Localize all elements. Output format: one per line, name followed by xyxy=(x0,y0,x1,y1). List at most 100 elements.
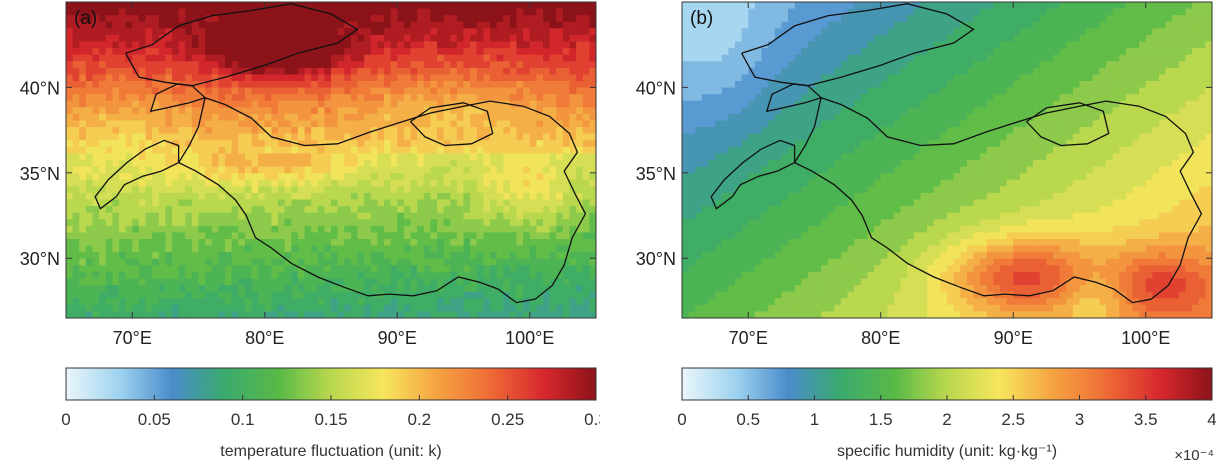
heatmap-cell xyxy=(417,153,424,160)
heatmap-cell xyxy=(457,127,464,134)
heatmap-cell xyxy=(278,265,285,272)
heatmap-cell xyxy=(1139,48,1146,55)
heatmap-cell xyxy=(543,48,550,55)
heatmap-cell xyxy=(185,232,192,239)
heatmap-cell xyxy=(927,28,934,35)
heatmap-cell xyxy=(119,88,126,95)
heatmap-cell xyxy=(556,160,563,167)
heatmap-cell xyxy=(517,107,524,114)
heatmap-cell xyxy=(411,239,418,246)
heatmap-cell xyxy=(583,101,590,108)
heatmap-cell xyxy=(490,15,497,22)
heatmap-cell xyxy=(583,279,590,286)
heatmap-cell xyxy=(331,55,338,62)
heatmap-cell xyxy=(238,48,245,55)
heatmap-cell xyxy=(364,153,371,160)
heatmap-cell xyxy=(139,259,146,266)
heatmap-cell xyxy=(205,167,212,174)
heatmap-cell xyxy=(411,35,418,42)
heatmap-cell xyxy=(338,219,345,226)
heatmap-cell xyxy=(132,127,139,134)
heatmap-cell xyxy=(477,121,484,128)
colorbar-tick-label: 0.05 xyxy=(138,410,171,429)
heatmap-cell xyxy=(775,2,782,9)
heatmap-cell xyxy=(185,153,192,160)
heatmap-cell xyxy=(344,272,351,279)
heatmap-cell xyxy=(384,173,391,180)
heatmap-cell xyxy=(530,226,537,233)
heatmap-cell xyxy=(112,305,119,312)
heatmap-cell xyxy=(550,213,557,220)
heatmap-cell xyxy=(1099,15,1106,22)
heatmap-cell xyxy=(278,81,285,88)
heatmap-cell xyxy=(212,298,219,305)
heatmap-cell xyxy=(79,68,86,75)
heatmap-cell xyxy=(682,22,689,29)
heatmap-cell xyxy=(1013,61,1020,68)
heatmap-cell xyxy=(536,101,543,108)
heatmap-cell xyxy=(344,232,351,239)
heatmap-cell xyxy=(146,134,153,141)
heatmap-cell xyxy=(583,68,590,75)
heatmap-cell xyxy=(192,28,199,35)
heatmap-cell xyxy=(1179,9,1186,16)
heatmap-cell xyxy=(278,153,285,160)
heatmap-cell xyxy=(841,55,848,62)
heatmap-cell xyxy=(523,186,530,193)
heatmap-cell xyxy=(411,206,418,213)
heatmap-cell xyxy=(430,193,437,200)
heatmap-cell xyxy=(815,22,822,29)
heatmap-cell xyxy=(278,173,285,180)
heatmap-cell xyxy=(503,153,510,160)
heatmap-cell xyxy=(179,127,186,134)
heatmap-cell xyxy=(464,15,471,22)
heatmap-cell xyxy=(543,200,550,207)
heatmap-cell xyxy=(212,147,219,154)
heatmap-cell xyxy=(788,61,795,68)
heatmap-cell xyxy=(437,134,444,141)
heatmap-cell xyxy=(99,134,106,141)
heatmap-cell xyxy=(159,279,166,286)
heatmap-cell xyxy=(324,160,331,167)
heatmap-cell xyxy=(139,2,146,9)
heatmap-cell xyxy=(318,68,325,75)
heatmap-cell xyxy=(1060,61,1067,68)
heatmap-cell xyxy=(218,292,225,299)
heatmap-cell xyxy=(470,88,477,95)
heatmap-cell xyxy=(245,305,252,312)
heatmap-cell xyxy=(298,285,305,292)
heatmap-cell xyxy=(781,55,788,62)
heatmap-cell xyxy=(1086,81,1093,88)
heatmap-cell xyxy=(278,94,285,101)
heatmap-cell xyxy=(192,140,199,147)
heatmap-cell xyxy=(119,48,126,55)
heatmap-cell xyxy=(444,134,451,141)
heatmap-cell xyxy=(391,226,398,233)
heatmap-cell xyxy=(358,147,365,154)
heatmap-cell xyxy=(404,180,411,187)
heatmap-cell xyxy=(464,48,471,55)
heatmap-cell xyxy=(437,42,444,49)
heatmap-cell xyxy=(523,22,530,29)
heatmap-cell xyxy=(470,232,477,239)
heatmap-cell xyxy=(735,68,742,75)
heatmap-cell xyxy=(311,94,318,101)
heatmap-cell xyxy=(967,55,974,62)
heatmap-cell xyxy=(689,42,696,49)
heatmap-cell xyxy=(278,167,285,174)
heatmap-cell xyxy=(576,121,583,128)
heatmap-cell xyxy=(245,81,252,88)
heatmap-cell xyxy=(404,305,411,312)
heatmap-cell xyxy=(285,15,292,22)
heatmap-cell xyxy=(530,81,537,88)
heatmap-cell xyxy=(185,173,192,180)
heatmap-cell xyxy=(503,81,510,88)
heatmap-cell xyxy=(517,94,524,101)
heatmap-cell xyxy=(397,48,404,55)
heatmap-cell xyxy=(755,55,762,62)
heatmap-cell xyxy=(1179,42,1186,49)
heatmap-cell xyxy=(576,292,583,299)
heatmap-cell xyxy=(258,246,265,253)
heatmap-cell xyxy=(364,186,371,193)
heatmap-cell xyxy=(437,9,444,16)
